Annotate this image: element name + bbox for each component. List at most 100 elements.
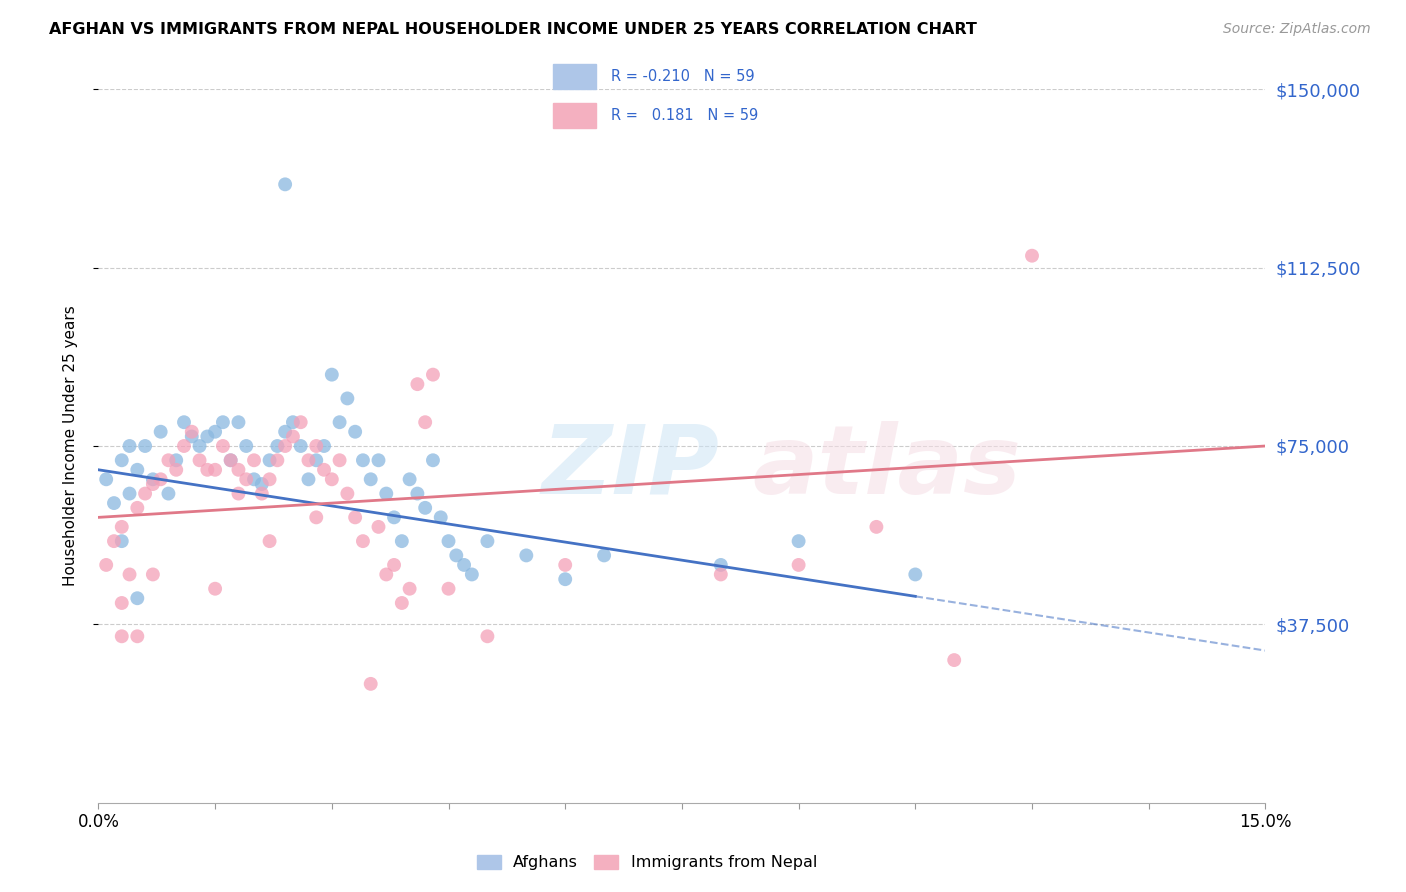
Point [290,415,312,429]
Point [360,472,382,486]
Point [312,463,335,477]
Point [477,534,499,549]
Point [787,534,810,549]
Point [180,425,202,439]
Point [134,486,156,500]
Point [375,567,398,582]
Point [429,510,451,524]
Point [446,549,468,563]
Point [305,439,328,453]
Point [382,558,405,572]
Point [188,453,211,467]
Point [111,629,134,643]
Point [195,463,218,477]
Point [235,439,257,453]
Point [219,453,242,467]
Point [391,534,413,549]
Point [943,653,966,667]
Point [149,425,172,439]
Point [103,496,125,510]
Point [266,439,288,453]
Point [157,453,180,467]
Point [297,453,319,467]
Point [219,453,242,467]
Point [329,415,352,429]
Point [453,558,475,572]
Point [382,510,405,524]
Bar [554,63,596,89]
Point [188,439,211,453]
Point [142,477,165,491]
Point [204,425,226,439]
Point [149,472,172,486]
Point [344,425,367,439]
Point [413,415,436,429]
Point [406,486,429,500]
Point [250,477,273,491]
Point [290,439,312,453]
Point [274,178,297,192]
Point [274,439,297,453]
Point [329,453,352,467]
Point [413,500,436,515]
Point [554,558,576,572]
Point [422,453,444,467]
Point [259,472,281,486]
Point [321,368,343,382]
Point [305,453,328,467]
Point [142,567,165,582]
Point [195,429,218,443]
Point [212,415,235,429]
Point [710,567,733,582]
Point [111,453,134,467]
Point [352,453,374,467]
Y-axis label: Householder Income Under 25 years: Householder Income Under 25 years [63,306,77,586]
Point [165,453,187,467]
Point [127,463,149,477]
Point [281,429,304,443]
Point [118,486,141,500]
Point [173,439,195,453]
Legend: Afghans, Immigrants from Nepal: Afghans, Immigrants from Nepal [470,848,824,877]
Point [180,429,202,443]
Point [157,486,180,500]
Point [212,439,235,453]
Bar [554,103,596,128]
Point [336,392,359,406]
Point [134,439,156,453]
Point [422,368,444,382]
Point [228,486,250,500]
Text: ZIP: ZIP [541,421,720,514]
Point [204,582,226,596]
Text: Source: ZipAtlas.com: Source: ZipAtlas.com [1223,22,1371,37]
Point [173,415,195,429]
Point [165,463,187,477]
Text: AFGHAN VS IMMIGRANTS FROM NEPAL HOUSEHOLDER INCOME UNDER 25 YEARS CORRELATION CH: AFGHAN VS IMMIGRANTS FROM NEPAL HOUSEHOL… [49,22,977,37]
Point [111,520,134,534]
Point [305,510,328,524]
Point [1021,249,1043,263]
Point [235,472,257,486]
Text: R = -0.210   N = 59: R = -0.210 N = 59 [610,69,755,84]
Point [437,534,460,549]
Point [243,453,266,467]
Point [710,558,733,572]
Point [228,463,250,477]
Point [312,439,335,453]
Point [96,558,118,572]
Point [103,534,125,549]
Point [352,534,374,549]
Point [281,415,304,429]
Point [391,596,413,610]
Point [204,463,226,477]
Point [367,453,389,467]
Point [297,472,319,486]
Point [515,549,537,563]
Point [398,582,420,596]
Point [127,591,149,606]
Point [461,567,484,582]
Point [259,534,281,549]
Point [787,558,810,572]
Point [375,486,398,500]
Point [477,629,499,643]
